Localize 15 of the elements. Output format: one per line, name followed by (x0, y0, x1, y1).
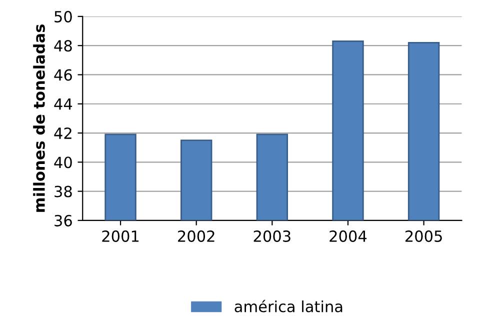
y-tick-label: 46 (54, 69, 72, 81)
y-tick-label: 38 (54, 186, 72, 198)
x-tick-label: 2005 (405, 230, 442, 242)
y-tick-label: 40 (54, 156, 72, 168)
x-tick-label: 2002 (178, 230, 214, 242)
y-tick-label: 36 (54, 214, 72, 226)
x-tick-label: 2004 (330, 230, 367, 242)
y-tick-label: 42 (54, 127, 72, 139)
y-tick-label: 50 (54, 10, 72, 22)
y-axis-title: millones de toneladas (33, 24, 45, 212)
x-tick-label: 2003 (254, 230, 290, 242)
x-tick-label: 2001 (102, 230, 139, 242)
y-tick-label: 44 (54, 98, 72, 110)
legend-label: américa latina (234, 300, 342, 312)
y-tick-label: 48 (54, 40, 72, 52)
